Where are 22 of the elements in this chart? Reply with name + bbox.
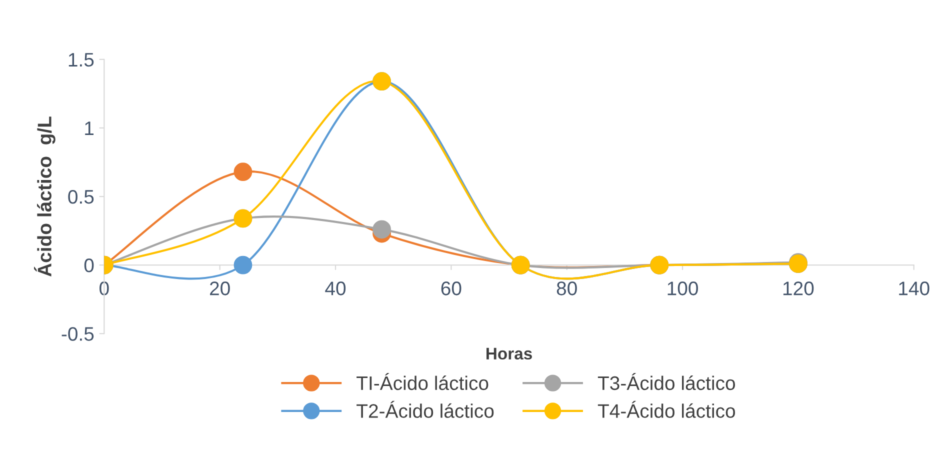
x-tick-label: 140 — [899, 282, 930, 296]
y-tick-label: 0 — [84, 258, 94, 272]
x-tick-label: 40 — [325, 282, 346, 296]
y-axis-title: Ácido láctico g/L — [34, 116, 56, 277]
x-axis-title: Horas — [486, 348, 532, 360]
legend-label: TI-Ácido láctico — [356, 373, 488, 390]
legend-label: T4-Ácido láctico — [598, 400, 735, 418]
y-tick-label: 1 — [85, 122, 94, 136]
x-tick-label: 100 — [668, 282, 698, 296]
x-tick-label: 120 — [783, 282, 814, 296]
point — [372, 220, 391, 239]
point — [234, 256, 252, 274]
x-tick-label: 0 — [100, 282, 109, 296]
x-tick-label: 60 — [441, 282, 462, 296]
x-tick-label: 80 — [556, 282, 577, 296]
y-tick-label: 1.5 — [68, 53, 94, 67]
point — [234, 162, 252, 182]
x-tick-label: 20 — [210, 282, 230, 296]
y-tick-label: -0.5 — [62, 327, 94, 341]
legend-label: T2-Ácido láctico — [356, 400, 494, 418]
y-tick-label: 0.5 — [68, 190, 94, 204]
legend-label: T3-Ácido láctico — [598, 373, 735, 390]
